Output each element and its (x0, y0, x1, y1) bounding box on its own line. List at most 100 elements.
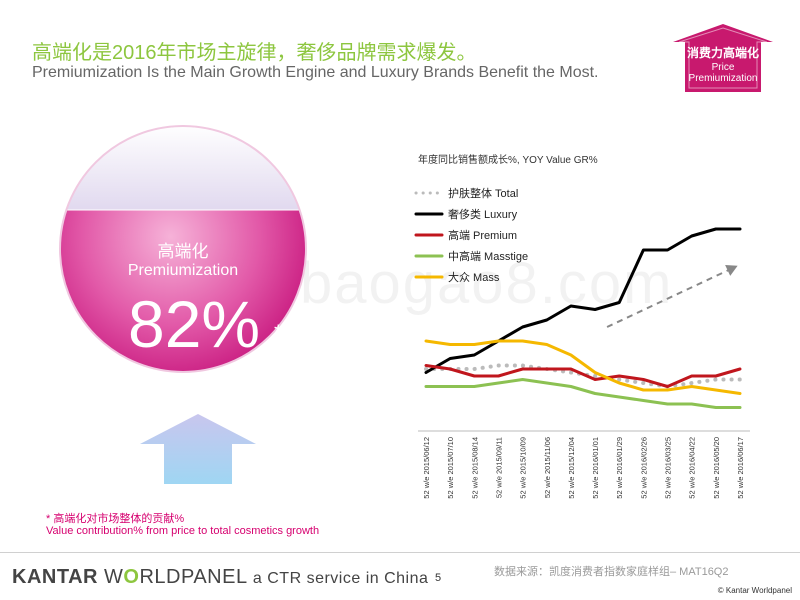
x-tick-label: 52 w/e 2016/02/26 (639, 437, 648, 499)
footnote-en: Value contribution% from price to total … (46, 525, 320, 537)
data-point (570, 372, 572, 373)
data-point (425, 372, 427, 373)
data-point (691, 375, 693, 377)
series-line (424, 339, 742, 395)
data-point (497, 365, 499, 366)
x-tick-label: 52 w/e 2015/08/14 (470, 437, 479, 499)
circle-label-en: Premiumization (127, 262, 239, 279)
data-point (497, 375, 499, 377)
kantar-worldpanel-logo: KANTAR WORLDPANEL a CTR service in China (12, 566, 429, 588)
house-arrow-icon (673, 24, 773, 92)
chart-title: 年度同比销售额成长%, YOY Value GR% (418, 155, 598, 166)
data-point (449, 386, 451, 387)
data-point (522, 326, 524, 328)
legend-label: 大众 Mass (448, 270, 500, 284)
data-point (739, 407, 741, 408)
data-point (715, 379, 717, 380)
data-point (594, 393, 596, 394)
data-point (715, 375, 717, 377)
data-point (667, 403, 669, 405)
data-point (425, 340, 427, 342)
data-point (691, 235, 693, 237)
data-point (594, 375, 596, 377)
data-point (642, 382, 644, 384)
data-point (594, 309, 596, 310)
data-point (667, 249, 669, 251)
x-tick-label: 52 w/e 2016/04/22 (688, 437, 697, 499)
data-point (546, 319, 548, 321)
series-line (424, 227, 742, 374)
data-point (618, 375, 620, 377)
data-point (546, 344, 548, 345)
data-point (739, 379, 741, 380)
x-tick-label: 52 w/e 2015/07/10 (446, 437, 455, 499)
data-point (473, 344, 475, 345)
x-tick-label: 52 w/e 2016/06/17 (736, 437, 745, 499)
badge-label-en: Price Premiumization (688, 62, 758, 84)
data-point (473, 375, 475, 377)
data-point (642, 400, 644, 401)
x-tick-label: 52 w/e 2015/11/06 (543, 437, 552, 498)
page-number: 5 (435, 572, 442, 584)
data-point (667, 386, 669, 387)
data-point (425, 365, 427, 366)
data-point (570, 368, 572, 370)
data-point (667, 389, 669, 391)
data-point (425, 386, 427, 387)
data-point (570, 354, 572, 356)
x-tick-label: 52 w/e 2016/05/20 (712, 437, 721, 499)
data-point (473, 386, 475, 387)
badge-label-cn: 消费力高端化 (686, 46, 759, 60)
data-point (594, 372, 596, 373)
premiumization-value: 82% (128, 287, 261, 361)
data-point (618, 302, 620, 303)
data-point (715, 389, 717, 391)
footer-divider (0, 552, 800, 553)
data-point (449, 344, 451, 345)
trend-arrow-head (725, 265, 738, 276)
data-point (715, 228, 717, 230)
footnote-mark: * (274, 320, 283, 345)
legend-label: 中高端 Masstige (448, 249, 528, 263)
x-tick-label: 52 w/e 2016/03/25 (664, 437, 673, 499)
up-arrow-icon (140, 414, 256, 484)
series-line (424, 364, 742, 388)
data-point (715, 407, 717, 408)
data-source: 数据来源：凯度消费者指数家庭样组– MAT16Q2 (494, 566, 729, 578)
data-point (546, 368, 548, 370)
data-point (425, 368, 427, 370)
price-premiumization-badge: 消费力高端化 Price Premiumization (671, 22, 775, 94)
series-line (424, 378, 742, 409)
data-point (570, 305, 572, 307)
data-point (522, 340, 524, 342)
data-point (473, 354, 475, 356)
data-point (497, 340, 499, 342)
trend-arrow-line (606, 266, 735, 328)
data-point (691, 382, 693, 384)
data-point (497, 382, 499, 384)
data-point (739, 228, 741, 230)
data-point (739, 368, 741, 370)
data-point (522, 368, 524, 370)
data-point (449, 358, 451, 359)
data-point (522, 365, 524, 366)
x-tick-label: 52 w/e 2015/09/11 (494, 437, 503, 498)
premiumization-circle: 高端化 Premiumization 82% * (58, 124, 308, 374)
legend-label: 奢侈类 Luxury (448, 207, 518, 221)
legend-label: 高端 Premium (448, 228, 517, 242)
data-point (618, 382, 620, 384)
page-title-cn: 高端化是2016年市场主旋律，奢侈品牌需求爆发。 (32, 42, 477, 64)
yoy-growth-line-chart: 护肤整体 Total 奢侈类 Luxury 高端 Premium 中高端 Massti… (414, 186, 750, 499)
data-point (522, 379, 524, 380)
data-point (570, 386, 572, 387)
legend-label: 护肤整体 Total (448, 186, 518, 200)
x-tick-label: 52 w/e 2015/10/09 (519, 437, 528, 499)
data-point (473, 368, 475, 370)
data-point (618, 396, 620, 398)
copyright: © Kantar Worldpanel (717, 586, 792, 595)
data-point (546, 382, 548, 384)
footnote-cn: * 高端化对市场整体的贡献% (46, 513, 185, 525)
data-point (739, 393, 741, 394)
data-point (449, 368, 451, 370)
data-point (594, 379, 596, 380)
